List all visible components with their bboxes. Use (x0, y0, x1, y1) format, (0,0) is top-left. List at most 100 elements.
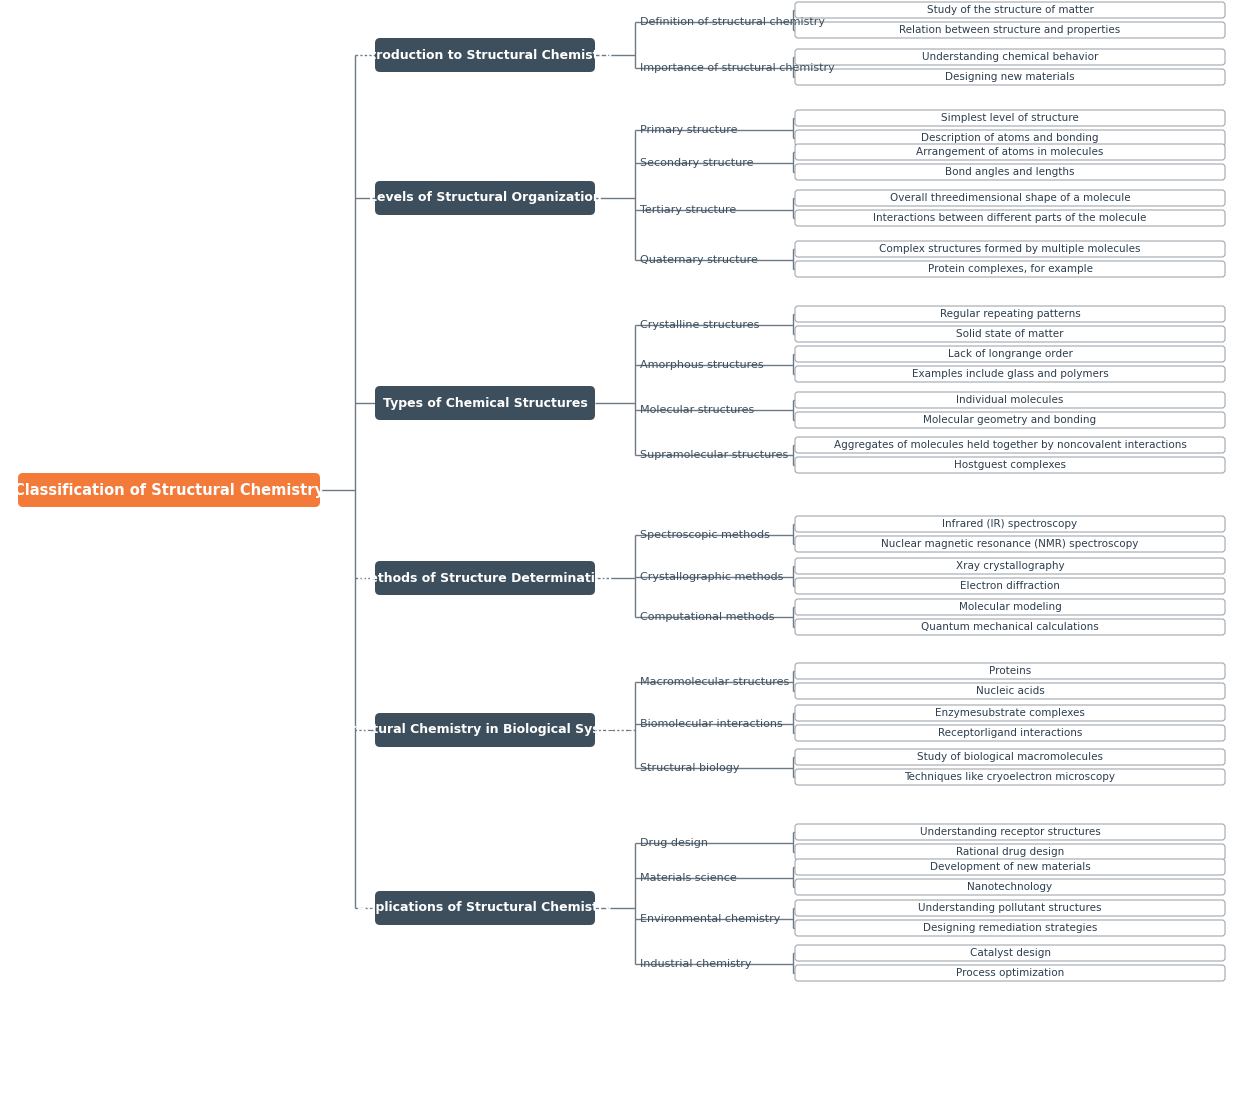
Text: Infrared (IR) spectroscopy: Infrared (IR) spectroscopy (942, 519, 1078, 529)
FancyBboxPatch shape (795, 437, 1225, 453)
Text: Nuclear magnetic resonance (NMR) spectroscopy: Nuclear magnetic resonance (NMR) spectro… (882, 539, 1138, 549)
FancyBboxPatch shape (795, 110, 1225, 126)
FancyBboxPatch shape (374, 891, 595, 925)
Text: Understanding pollutant structures: Understanding pollutant structures (919, 903, 1102, 913)
Text: Nanotechnology: Nanotechnology (967, 882, 1053, 892)
Text: Complex structures formed by multiple molecules: Complex structures formed by multiple mo… (879, 244, 1141, 254)
Text: Types of Chemical Structures: Types of Chemical Structures (383, 396, 588, 410)
FancyBboxPatch shape (374, 386, 595, 420)
FancyBboxPatch shape (795, 920, 1225, 936)
Text: Applications of Structural Chemistry: Applications of Structural Chemistry (357, 902, 613, 914)
FancyBboxPatch shape (795, 619, 1225, 635)
Text: Macromolecular structures: Macromolecular structures (640, 677, 789, 687)
FancyBboxPatch shape (795, 456, 1225, 473)
FancyBboxPatch shape (795, 144, 1225, 160)
Text: Regular repeating patterns: Regular repeating patterns (940, 309, 1080, 319)
Text: Aggregates of molecules held together by noncovalent interactions: Aggregates of molecules held together by… (833, 440, 1187, 450)
FancyBboxPatch shape (795, 899, 1225, 916)
Text: Electron diffraction: Electron diffraction (960, 581, 1060, 591)
FancyBboxPatch shape (795, 705, 1225, 721)
Text: Overall threedimensional shape of a molecule: Overall threedimensional shape of a mole… (889, 193, 1131, 203)
Text: Individual molecules: Individual molecules (956, 395, 1064, 405)
Text: Arrangement of atoms in molecules: Arrangement of atoms in molecules (916, 147, 1104, 157)
Text: Designing remediation strategies: Designing remediation strategies (923, 923, 1097, 933)
Text: Catalyst design: Catalyst design (970, 947, 1050, 958)
Text: Simplest level of structure: Simplest level of structure (941, 113, 1079, 123)
FancyBboxPatch shape (795, 129, 1225, 146)
Text: Proteins: Proteins (988, 666, 1032, 676)
FancyBboxPatch shape (374, 561, 595, 595)
Text: Introduction to Structural Chemistry: Introduction to Structural Chemistry (357, 48, 613, 61)
Text: Primary structure: Primary structure (640, 125, 738, 135)
Text: Structural biology: Structural biology (640, 763, 739, 773)
Text: Environmental chemistry: Environmental chemistry (640, 914, 780, 924)
FancyBboxPatch shape (795, 366, 1225, 382)
Text: Study of the structure of matter: Study of the structure of matter (926, 4, 1094, 15)
FancyBboxPatch shape (795, 306, 1225, 323)
FancyBboxPatch shape (795, 844, 1225, 860)
FancyBboxPatch shape (795, 536, 1225, 552)
Text: Methods of Structure Determination: Methods of Structure Determination (357, 571, 613, 585)
FancyBboxPatch shape (795, 22, 1225, 38)
Text: Amorphous structures: Amorphous structures (640, 360, 764, 371)
FancyBboxPatch shape (795, 346, 1225, 362)
Text: Rational drug design: Rational drug design (956, 847, 1064, 857)
Text: Interactions between different parts of the molecule: Interactions between different parts of … (873, 213, 1147, 223)
Text: Biomolecular interactions: Biomolecular interactions (640, 719, 782, 729)
FancyBboxPatch shape (795, 392, 1225, 408)
FancyBboxPatch shape (795, 261, 1225, 277)
FancyBboxPatch shape (795, 241, 1225, 257)
Text: Spectroscopic methods: Spectroscopic methods (640, 530, 770, 540)
Text: Drug design: Drug design (640, 838, 708, 848)
Text: Supramolecular structures: Supramolecular structures (640, 450, 789, 460)
Text: Levels of Structural Organization: Levels of Structural Organization (368, 192, 601, 204)
Text: Description of atoms and bonding: Description of atoms and bonding (921, 133, 1099, 143)
FancyBboxPatch shape (795, 945, 1225, 961)
FancyBboxPatch shape (795, 769, 1225, 785)
Text: Techniques like cryoelectron microscopy: Techniques like cryoelectron microscopy (904, 772, 1116, 782)
Text: Xray crystallography: Xray crystallography (956, 561, 1064, 571)
Text: Solid state of matter: Solid state of matter (956, 329, 1064, 339)
FancyBboxPatch shape (795, 2, 1225, 18)
Text: Understanding chemical behavior: Understanding chemical behavior (921, 52, 1099, 62)
Text: Molecular modeling: Molecular modeling (959, 602, 1061, 612)
Text: Classification of Structural Chemistry: Classification of Structural Chemistry (14, 482, 324, 498)
Text: Molecular geometry and bonding: Molecular geometry and bonding (924, 415, 1096, 425)
FancyBboxPatch shape (795, 190, 1225, 206)
Text: Study of biological macromolecules: Study of biological macromolecules (918, 752, 1104, 762)
Text: Process optimization: Process optimization (956, 968, 1064, 978)
Text: Crystallographic methods: Crystallographic methods (640, 573, 784, 583)
FancyBboxPatch shape (795, 69, 1225, 85)
FancyBboxPatch shape (795, 879, 1225, 895)
Text: Computational methods: Computational methods (640, 612, 775, 622)
Text: Lack of longrange order: Lack of longrange order (947, 349, 1073, 359)
FancyBboxPatch shape (795, 599, 1225, 615)
FancyBboxPatch shape (795, 164, 1225, 180)
Text: Crystalline structures: Crystalline structures (640, 320, 759, 330)
Text: Quaternary structure: Quaternary structure (640, 254, 758, 264)
FancyBboxPatch shape (795, 824, 1225, 840)
Text: Definition of structural chemistry: Definition of structural chemistry (640, 17, 825, 27)
Text: Hostguest complexes: Hostguest complexes (954, 460, 1066, 470)
Text: Bond angles and lengths: Bond angles and lengths (945, 167, 1075, 177)
FancyBboxPatch shape (795, 578, 1225, 594)
FancyBboxPatch shape (795, 326, 1225, 341)
FancyBboxPatch shape (795, 749, 1225, 764)
Text: Receptorligand interactions: Receptorligand interactions (937, 728, 1083, 738)
FancyBboxPatch shape (374, 713, 595, 747)
Text: Examples include glass and polymers: Examples include glass and polymers (911, 369, 1109, 379)
Text: Secondary structure: Secondary structure (640, 158, 754, 169)
Text: Nucleic acids: Nucleic acids (976, 686, 1044, 696)
FancyBboxPatch shape (795, 683, 1225, 699)
FancyBboxPatch shape (795, 725, 1225, 741)
Text: Enzymesubstrate complexes: Enzymesubstrate complexes (935, 708, 1085, 718)
Text: Development of new materials: Development of new materials (930, 862, 1090, 872)
Text: Structural Chemistry in Biological Systems: Structural Chemistry in Biological Syste… (335, 723, 635, 737)
FancyBboxPatch shape (374, 38, 595, 73)
FancyBboxPatch shape (374, 181, 595, 215)
Text: Protein complexes, for example: Protein complexes, for example (928, 264, 1092, 275)
FancyBboxPatch shape (795, 663, 1225, 679)
Text: Understanding receptor structures: Understanding receptor structures (920, 827, 1100, 837)
FancyBboxPatch shape (795, 965, 1225, 981)
Text: Designing new materials: Designing new materials (945, 73, 1075, 81)
